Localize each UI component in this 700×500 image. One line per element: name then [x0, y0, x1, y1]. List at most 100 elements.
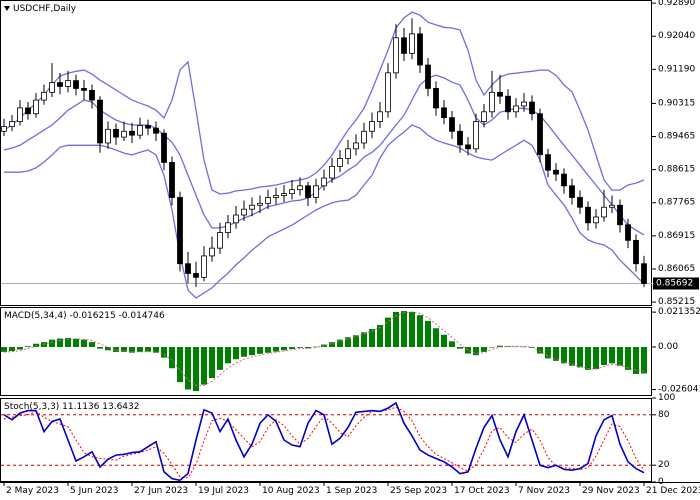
candle-body — [393, 37, 399, 74]
candle-body — [169, 162, 175, 198]
y-tick-label: 0.00 — [658, 342, 678, 352]
macd-bar — [345, 337, 351, 348]
candle-body — [297, 185, 303, 191]
macd-bar — [561, 347, 567, 364]
x-tick-label: 1 Sep 2023 — [326, 486, 377, 496]
macd-title: MACD(5,34,4) -0.016215 -0.014746 — [4, 311, 165, 321]
candle-body — [601, 206, 607, 218]
candle-body — [641, 263, 647, 284]
candle-body — [9, 121, 15, 127]
candle-body — [161, 132, 167, 163]
x-tick-label: 25 Sep 2023 — [390, 486, 447, 496]
candle-body — [25, 107, 31, 115]
x-tick-label: 10 Aug 2023 — [262, 486, 320, 496]
x-tick-label: 17 Oct 2023 — [454, 486, 510, 496]
stoch-title: Stoch(5,3,3) 11.1136 13.6432 — [4, 402, 139, 412]
macd-bar — [1, 347, 7, 352]
candle-body — [329, 165, 335, 179]
candle-body — [217, 232, 223, 249]
macd-signal — [3, 311, 645, 386]
macd-bar — [641, 347, 647, 374]
macd-bar — [177, 347, 183, 383]
candle-body — [97, 99, 103, 144]
candle-body — [233, 214, 239, 224]
macd-bar — [89, 342, 95, 348]
macd-bar — [409, 311, 415, 348]
x-tick-label: 5 Jun 2023 — [70, 486, 118, 496]
candle-body — [417, 33, 423, 66]
candle-body — [153, 127, 159, 134]
macd-bar — [377, 324, 383, 348]
y-tick-label: 100 — [658, 393, 675, 403]
candle-body — [489, 91, 495, 113]
candle-body — [81, 88, 87, 91]
stoch-panel — [0, 398, 652, 482]
macd-bar — [241, 347, 247, 357]
macd-panel — [0, 307, 652, 396]
macd-bar — [449, 341, 455, 348]
macd-bar — [265, 347, 271, 353]
candle-body — [337, 158, 343, 167]
candle-body — [89, 89, 95, 101]
macd-bar — [321, 344, 327, 348]
y-tick-label: 0.85215 — [658, 297, 695, 307]
candle-body — [633, 239, 639, 265]
candle-body — [209, 247, 215, 257]
candle-body — [185, 263, 191, 274]
candle-body — [617, 204, 623, 226]
candle-body — [345, 148, 351, 159]
candle-body — [73, 80, 79, 89]
candle-body — [529, 101, 535, 115]
macd-bar — [105, 347, 111, 351]
macd-bar — [353, 335, 359, 348]
macd-bar — [609, 347, 615, 364]
macd-bar — [49, 339, 55, 348]
y-tick-label: 0.89465 — [658, 132, 695, 142]
y-tick-label: 0.88615 — [658, 165, 695, 175]
macd-bar — [465, 347, 471, 354]
macd-bar — [401, 311, 407, 348]
candle-body — [553, 169, 559, 175]
x-tick-label: 19 Jul 2023 — [198, 486, 249, 496]
x-tick-label: 29 Nov 2023 — [582, 486, 640, 496]
candle-body — [137, 125, 143, 136]
macd-bar — [497, 345, 503, 348]
candle-body — [585, 206, 591, 224]
candle-body — [177, 197, 183, 265]
candle-body — [201, 255, 207, 278]
macd-bar — [617, 347, 623, 366]
candle-body — [281, 193, 287, 196]
candle-body — [193, 273, 199, 278]
candle-body — [465, 144, 471, 150]
x-tick-label: 7 Nov 2023 — [518, 486, 570, 496]
macd-bar — [289, 347, 295, 349]
candle-body — [521, 101, 527, 107]
macd-bar — [153, 347, 159, 353]
macd-bar — [185, 347, 191, 390]
macd-bar — [633, 347, 639, 374]
macd-bar — [433, 328, 439, 348]
candle-body — [377, 111, 383, 122]
macd-bar — [425, 320, 431, 348]
macd-bar — [313, 346, 319, 348]
macd-bar — [233, 347, 239, 360]
macd-bar — [25, 346, 31, 348]
candle-body — [41, 91, 47, 101]
y-tick-label: 0.87765 — [658, 198, 695, 208]
macd-bar — [273, 347, 279, 352]
candle-body — [457, 130, 463, 146]
macd-bar — [585, 347, 591, 370]
macd-bar — [217, 347, 223, 370]
candle-body — [353, 142, 359, 150]
candle-body — [433, 88, 439, 109]
band-upper — [3, 11, 645, 195]
y-tick-label: 0.86915 — [658, 231, 695, 241]
candle-body — [401, 37, 407, 54]
candle-body — [49, 82, 55, 93]
x-tick-label: 27 Jun 2023 — [134, 486, 188, 496]
candle-body — [145, 125, 151, 129]
macd-bar — [65, 338, 71, 348]
macd-bar — [577, 347, 583, 368]
symbol-icon — [4, 6, 10, 11]
